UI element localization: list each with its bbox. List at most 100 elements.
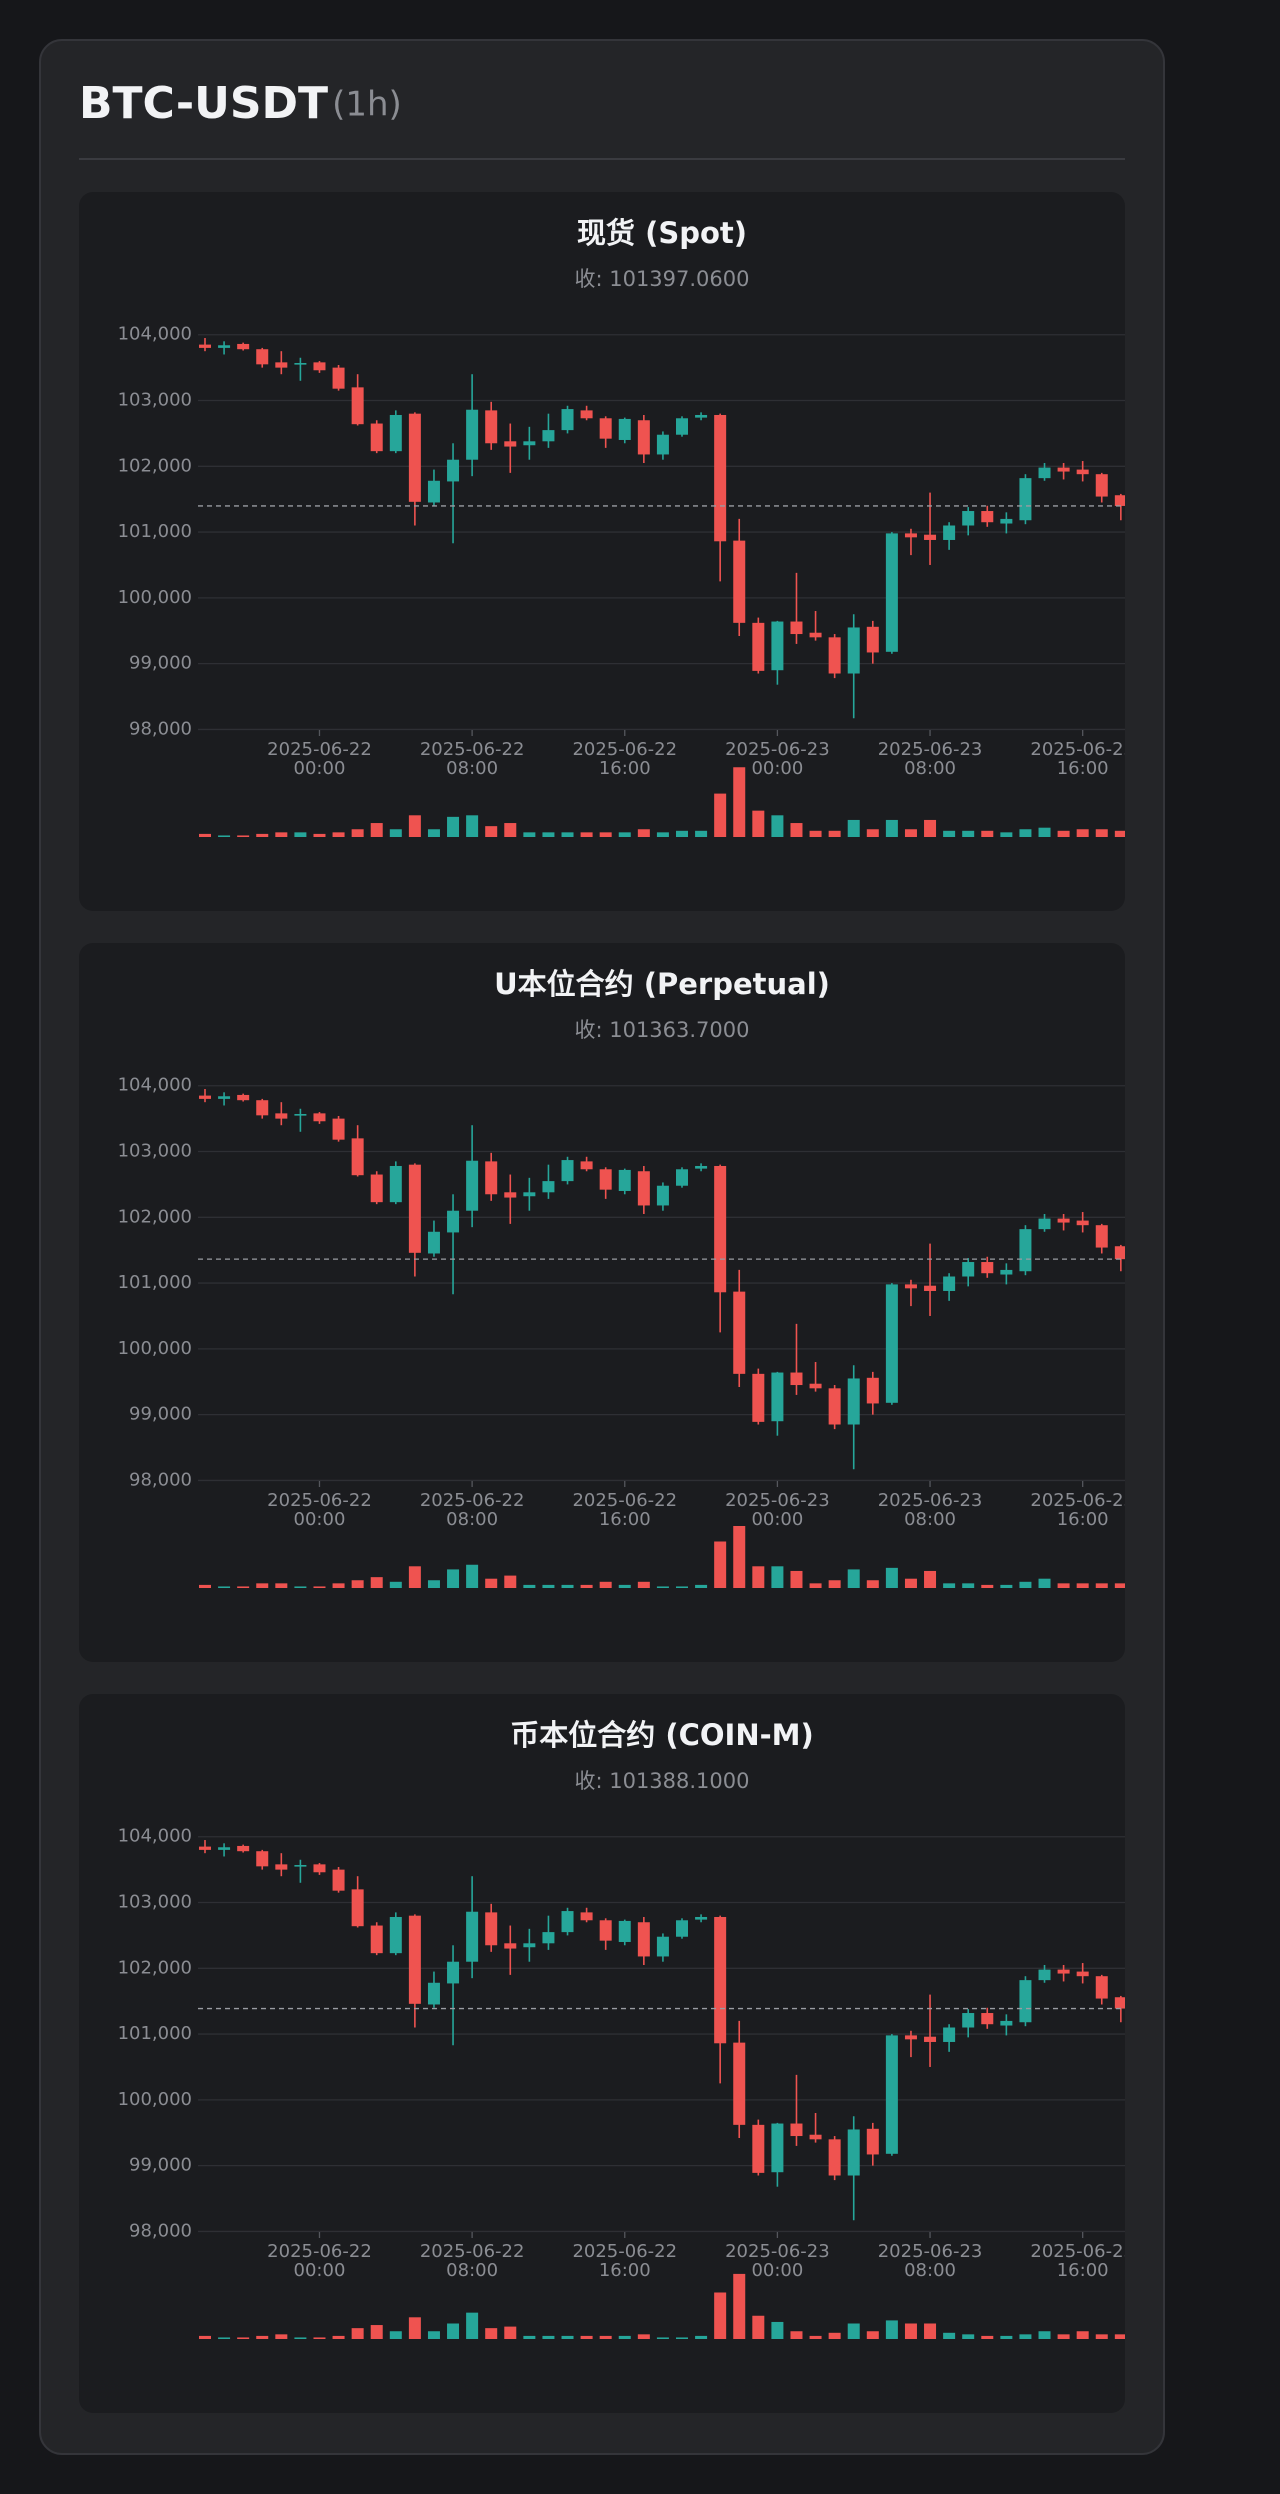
volume-bar [714, 793, 727, 837]
y-tick-label: 104,000 [118, 324, 192, 345]
candle-body [237, 1845, 250, 1852]
candle-body [943, 525, 956, 540]
volume-bar [256, 2335, 269, 2339]
volume-bar [275, 2334, 288, 2339]
volume-bar [809, 1583, 822, 1588]
chart-title: U本位合约 (Perpetual) [494, 967, 830, 1001]
volume-bar [351, 829, 364, 837]
candle-body [599, 1169, 612, 1190]
candle-body [332, 1869, 345, 1891]
candle-body [771, 1372, 784, 1422]
candle-body [332, 1118, 345, 1140]
volume-bar [904, 2323, 917, 2339]
volume-bar [752, 810, 765, 837]
candle-body [656, 1185, 669, 1206]
x-tick-date: 2025-06-22 [267, 2241, 372, 2262]
candle-body [542, 430, 555, 442]
volume-bar [790, 823, 803, 837]
candle-body [275, 1864, 288, 1870]
candle-body [1095, 1976, 1108, 1999]
x-tick-date: 2025-06-23 [878, 2241, 983, 2262]
candle-body [618, 418, 631, 440]
candle-body [656, 434, 669, 455]
x-tick-label: 2025-06-22 08:00 [420, 739, 525, 779]
candle-body [1038, 1969, 1051, 1981]
page-title: BTC-USDT [79, 78, 328, 129]
x-tick-date: 2025-06-23 [1030, 2241, 1135, 2262]
candle-body [1038, 1218, 1051, 1230]
volume-bar [1019, 829, 1032, 837]
volume-bar [924, 1570, 937, 1588]
x-tick-label: 2025-06-23 00:00 [725, 739, 830, 779]
y-tick-label: 98,000 [129, 2220, 192, 2241]
candle-body [447, 1961, 460, 1984]
volume-bar [485, 2328, 498, 2339]
chart-title: 币本位合约 (COIN-M) [510, 1718, 814, 1752]
candle-body [199, 344, 211, 348]
candle-body [256, 349, 269, 365]
volume-bar [1000, 2335, 1013, 2339]
volume-bar [504, 823, 517, 837]
candle-body [695, 1916, 708, 1920]
candle-body [485, 1161, 498, 1195]
candle-body [885, 2035, 898, 2154]
candle-body [733, 540, 746, 623]
volume-bar [847, 819, 860, 837]
candle-body [828, 637, 841, 674]
x-tick-time: 00:00 [751, 1509, 803, 1530]
candle-body [1057, 467, 1070, 472]
volume-bar [866, 2331, 879, 2339]
volume-bar [580, 1584, 593, 1588]
volume-bar [847, 1569, 860, 1588]
candle-body [504, 1192, 517, 1198]
x-tick-time: 16:00 [599, 1509, 651, 1530]
volume-bar [580, 2335, 593, 2339]
chart-title: 现货 (Spot) [577, 216, 747, 250]
candle-body [885, 533, 898, 652]
volume-bar [504, 1575, 517, 1588]
volume-bar [218, 1586, 231, 1588]
volume-bar [885, 1567, 898, 1588]
candle-body [256, 1100, 269, 1116]
volume-bar [389, 829, 402, 837]
volume-bar [1095, 829, 1108, 837]
volume-bar [752, 1566, 765, 1588]
volume-bar [752, 2315, 765, 2339]
x-tick-label: 2025-06-22 08:00 [420, 1490, 525, 1530]
x-tick-date: 2025-06-23 [1030, 739, 1135, 760]
volume-bar [466, 2312, 479, 2339]
volume-bar [256, 1583, 269, 1588]
volume-bar [885, 819, 898, 837]
volume-bar [523, 2335, 536, 2339]
volume-bar [1000, 1584, 1013, 1588]
candle-body [771, 2123, 784, 2173]
y-tick-label: 101,000 [118, 2023, 192, 2044]
volume-bar [676, 1586, 688, 1588]
candle-body [389, 1165, 402, 1203]
candle-body [962, 1262, 975, 1277]
volume-bar [1095, 1583, 1108, 1588]
y-tick-label: 101,000 [118, 521, 192, 542]
candle-body [714, 1165, 727, 1293]
candle-body [809, 1383, 822, 1389]
volume-bar [1114, 2334, 1125, 2339]
candle-body [1095, 474, 1108, 497]
candle-body [866, 1377, 879, 1404]
volume-bar [351, 1580, 364, 1588]
candle-body [637, 420, 650, 455]
y-tick-label: 98,000 [129, 718, 192, 739]
volume-bar [389, 1581, 402, 1588]
volume-bar [332, 1583, 345, 1588]
volume-bar [313, 1586, 326, 1588]
x-tick-date: 2025-06-22 [420, 1490, 525, 1511]
candle-body [561, 1160, 574, 1182]
x-tick-date: 2025-06-22 [267, 1490, 372, 1511]
volume-bar [924, 2323, 937, 2339]
volume-bar [733, 1526, 746, 1588]
candle-body [962, 2013, 975, 2028]
candle-body [1076, 1971, 1089, 1977]
volume-bar [1057, 830, 1070, 837]
chart-subtitle: 收: 101397.0600 [574, 267, 749, 291]
x-tick-date: 2025-06-23 [725, 739, 830, 760]
candle-body [1019, 1980, 1032, 2023]
